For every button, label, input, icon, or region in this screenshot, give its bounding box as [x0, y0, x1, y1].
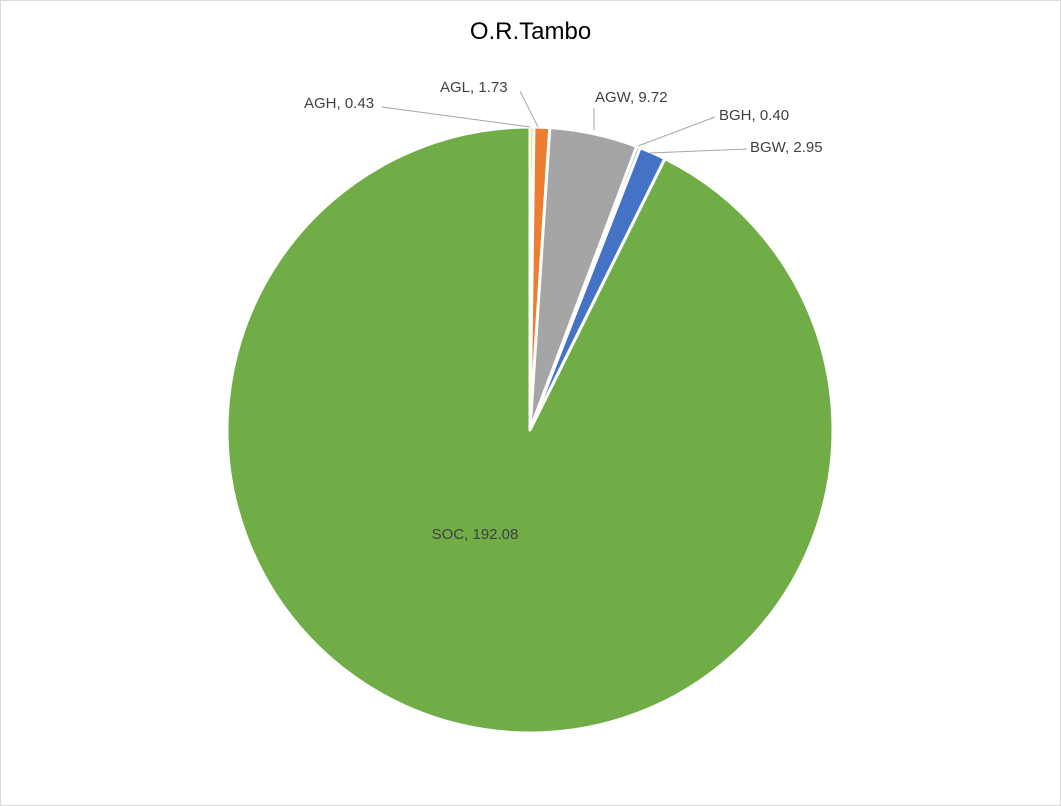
leader-line-bgw [649, 148, 748, 154]
leader-line-agl [519, 90, 539, 128]
leader-line-agh [381, 106, 531, 128]
data-label-bgw: BGW, 2.95 [750, 139, 823, 156]
pie-slice-soc [225, 125, 835, 735]
chart-title: O.R.Tambo [469, 18, 592, 45]
leader-line-bgh [637, 116, 716, 147]
data-label-soc: SOC, 192.08 [432, 526, 519, 543]
data-label-agh: AGH, 0.43 [304, 95, 374, 112]
data-label-agl: AGL, 1.73 [440, 79, 508, 96]
data-label-agw: AGW, 9.72 [595, 89, 668, 106]
data-label-bgh: BGH, 0.40 [719, 107, 789, 124]
